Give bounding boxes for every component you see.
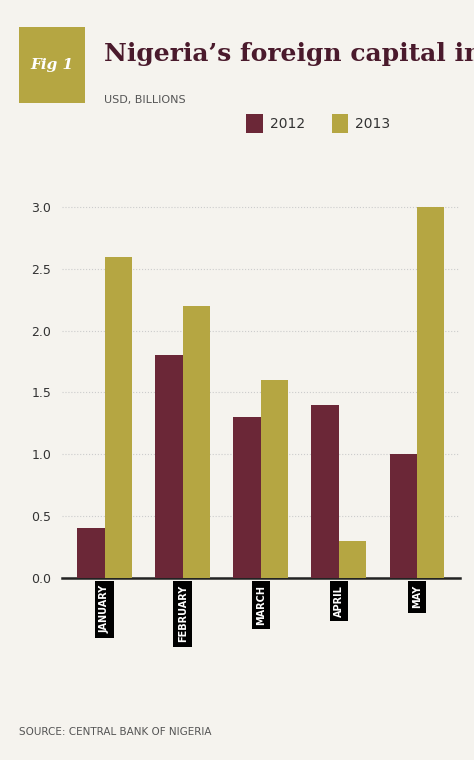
Text: MAY: MAY [412, 585, 422, 609]
Bar [77, 528, 105, 578]
Text: MARCH: MARCH [255, 585, 266, 625]
Text: JANUARY: JANUARY [100, 585, 109, 633]
Text: APRIL: APRIL [334, 585, 344, 617]
Text: USD, BILLIONS: USD, BILLIONS [104, 95, 186, 105]
Bar [233, 417, 261, 578]
Bar [339, 540, 366, 578]
Bar [105, 257, 132, 578]
Bar [417, 207, 444, 578]
Bar [390, 454, 417, 578]
Text: 2013: 2013 [356, 116, 391, 131]
Bar [182, 306, 210, 578]
Text: Fig 1: Fig 1 [31, 58, 73, 71]
Text: FEBRUARY: FEBRUARY [178, 585, 188, 642]
Bar [155, 355, 182, 578]
Text: SOURCE: CENTRAL BANK OF NIGERIA: SOURCE: CENTRAL BANK OF NIGERIA [19, 727, 211, 737]
Bar [311, 404, 339, 578]
Text: 2012: 2012 [270, 116, 305, 131]
Bar [261, 380, 288, 578]
Text: Nigeria’s foreign capital inflows: Nigeria’s foreign capital inflows [104, 42, 474, 66]
